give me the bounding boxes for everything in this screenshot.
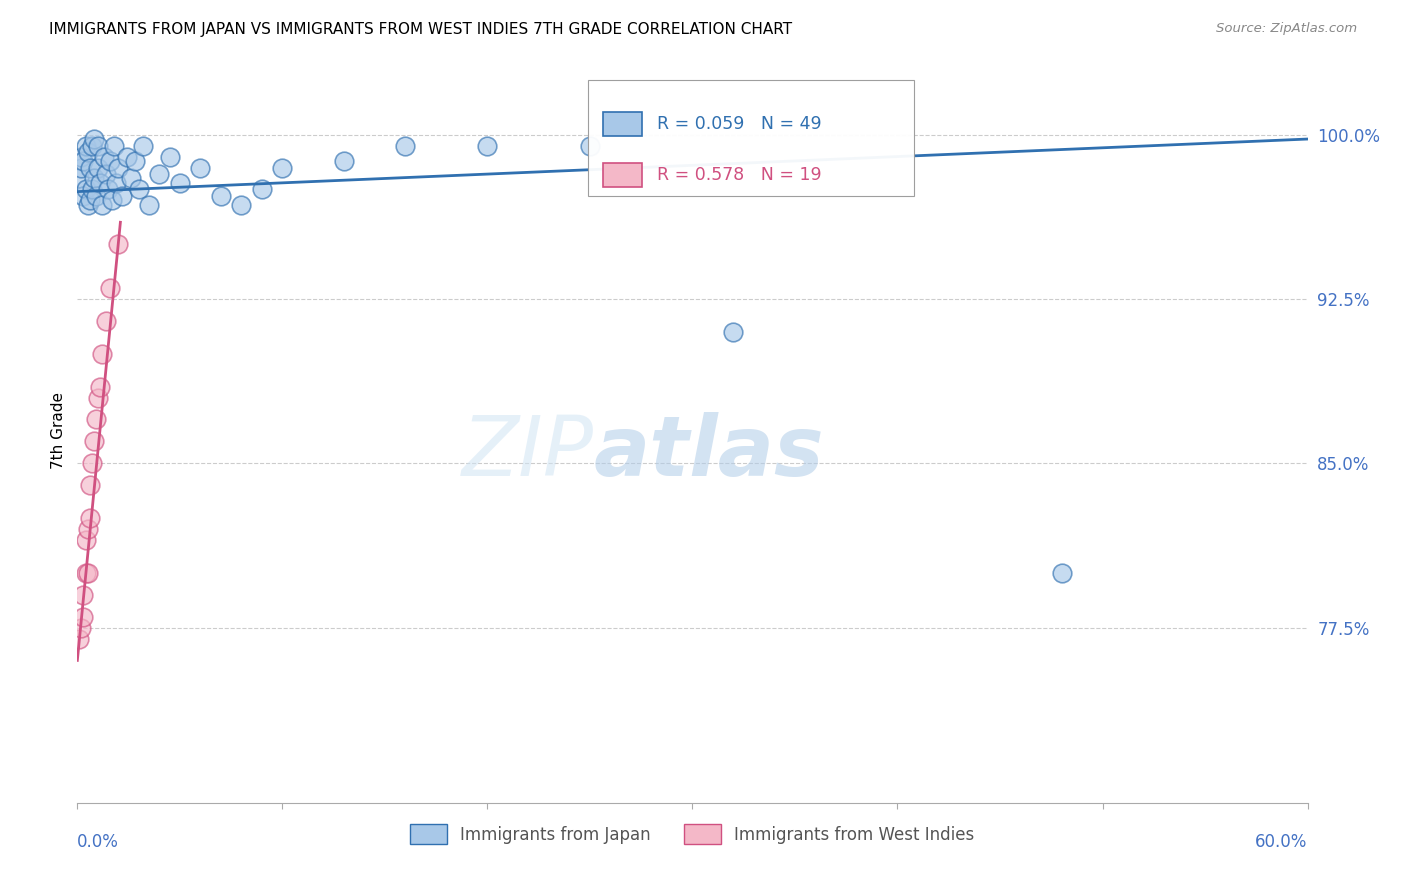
Point [70, 161, 93, 175]
Point [80, 456, 103, 470]
Point [132, 138, 155, 153]
Point [75, 138, 97, 153]
Point [159, 150, 181, 164]
Point [80, 182, 103, 196]
Point [103, 138, 125, 153]
Point [79, 161, 101, 175]
Text: atlas: atlas [595, 412, 825, 493]
Point [84, 189, 107, 203]
Point [76, 566, 98, 580]
Point [76, 522, 98, 536]
Point [94, 314, 117, 328]
Point [87, 391, 110, 405]
Point [79, 478, 101, 492]
Point [83, 171, 105, 186]
Point [188, 161, 212, 175]
Point [120, 171, 142, 186]
Point [333, 153, 356, 168]
Bar [603, 112, 643, 136]
Point [169, 176, 191, 190]
Point [75, 533, 97, 547]
Text: 60.0%: 60.0% [1256, 833, 1308, 851]
Point [76, 145, 98, 160]
Point [1050, 566, 1073, 580]
Point [70, 150, 93, 164]
Point [148, 167, 170, 181]
Point [101, 194, 124, 208]
Point [98, 281, 121, 295]
Point [72, 588, 94, 602]
Point [89, 379, 111, 393]
Point [67, 632, 90, 646]
Point [477, 138, 499, 153]
Legend: Immigrants from Japan, Immigrants from West Indies: Immigrants from Japan, Immigrants from W… [404, 818, 981, 850]
Point [115, 150, 138, 164]
Point [76, 198, 98, 212]
Point [75, 566, 97, 580]
Point [89, 176, 111, 190]
Point [124, 153, 146, 168]
Point [75, 182, 97, 196]
Point [394, 138, 416, 153]
Point [83, 132, 105, 146]
Point [105, 176, 128, 190]
Point [723, 325, 745, 339]
Point [87, 161, 110, 175]
Point [250, 182, 273, 196]
Point [231, 198, 253, 212]
Point [107, 161, 129, 175]
Point [67, 171, 90, 186]
Point [97, 182, 120, 196]
Point [72, 153, 94, 168]
Point [209, 189, 232, 203]
Point [90, 347, 114, 361]
Bar [603, 163, 643, 187]
Y-axis label: 7th Grade: 7th Grade [51, 392, 66, 469]
Point [111, 189, 134, 203]
Text: R = 0.578   N = 19: R = 0.578 N = 19 [657, 166, 821, 184]
Text: R = 0.059   N = 49: R = 0.059 N = 49 [657, 115, 821, 133]
FancyBboxPatch shape [588, 80, 914, 195]
Point [83, 434, 105, 449]
Point [107, 237, 129, 252]
Text: 0.0%: 0.0% [77, 833, 120, 851]
Point [93, 150, 115, 164]
Point [128, 182, 150, 196]
Point [87, 138, 110, 153]
Point [80, 138, 103, 153]
Point [90, 198, 114, 212]
Point [79, 511, 101, 525]
Point [70, 621, 93, 635]
Text: ZIP: ZIP [463, 412, 595, 493]
Point [579, 138, 602, 153]
Text: IMMIGRANTS FROM JAPAN VS IMMIGRANTS FROM WEST INDIES 7TH GRADE CORRELATION CHART: IMMIGRANTS FROM JAPAN VS IMMIGRANTS FROM… [49, 22, 793, 37]
Point [98, 153, 121, 168]
Point [84, 412, 107, 426]
Point [94, 167, 117, 181]
Point [271, 161, 294, 175]
Point [79, 194, 101, 208]
Text: Source: ZipAtlas.com: Source: ZipAtlas.com [1216, 22, 1357, 36]
Point [72, 609, 94, 624]
Point [72, 189, 94, 203]
Point [138, 198, 160, 212]
